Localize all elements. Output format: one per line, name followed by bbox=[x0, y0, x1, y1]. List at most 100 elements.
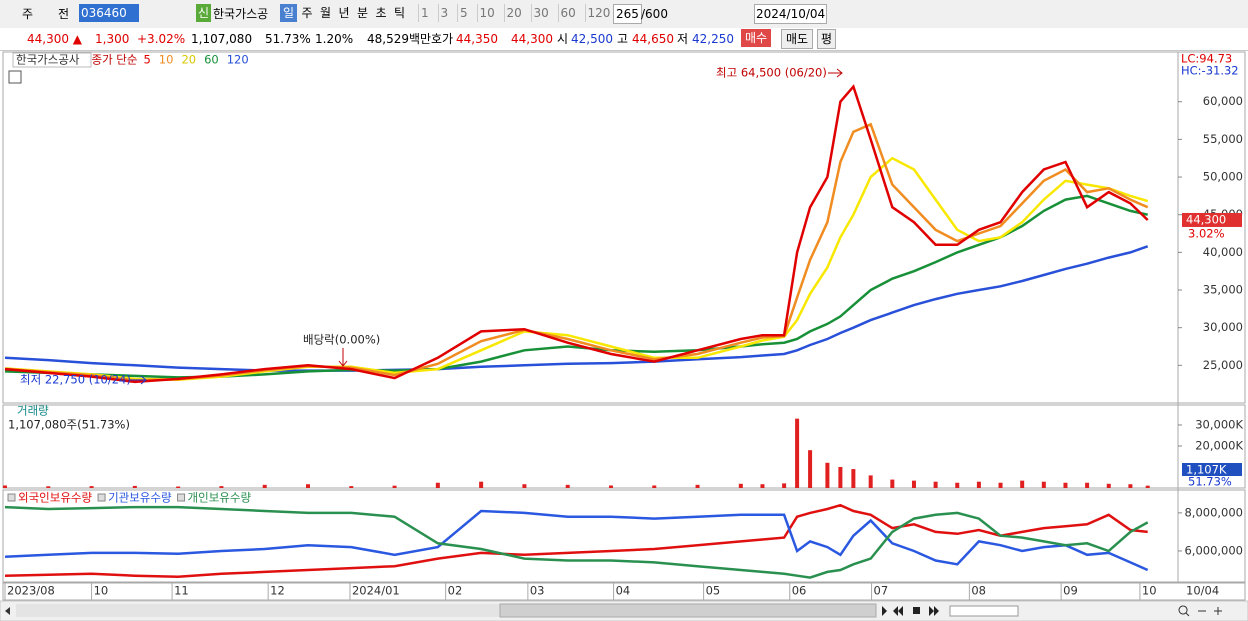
interval-button[interactable]: 120 bbox=[584, 4, 613, 22]
volume-bar bbox=[176, 486, 181, 488]
legend-entry: 기관보유수량 bbox=[108, 491, 172, 505]
volume-bar bbox=[1085, 482, 1090, 488]
scroll-control bbox=[893, 606, 903, 616]
series-line bbox=[4, 503, 1148, 578]
last-volume-label: 1,107K bbox=[1186, 463, 1227, 477]
quote-field: 1,300 bbox=[95, 32, 130, 46]
scroll-control bbox=[913, 607, 920, 614]
quote-field: 호가 bbox=[431, 32, 454, 46]
volume-bar bbox=[738, 483, 743, 488]
y-tick-label: 55,000 bbox=[1203, 132, 1243, 146]
series-line bbox=[4, 509, 1149, 572]
x-tick-label: 03 bbox=[530, 584, 545, 598]
date-input[interactable]: 2024/10/04 bbox=[754, 4, 828, 24]
volume-bar bbox=[825, 462, 830, 488]
legend-entry: 120 bbox=[227, 53, 249, 67]
volume-bar bbox=[795, 418, 800, 488]
x-tick-label: 06 bbox=[792, 584, 807, 598]
scroll-left bbox=[5, 607, 10, 615]
series-line bbox=[4, 505, 1149, 579]
quote-field: 시 bbox=[557, 32, 569, 46]
series-line bbox=[4, 245, 1149, 372]
volume-bar bbox=[3, 485, 7, 488]
period-button[interactable]: 일 bbox=[280, 4, 298, 22]
x-tick-label: 2023/08 bbox=[7, 584, 55, 598]
x-tick-label: 02 bbox=[448, 584, 463, 598]
volume-bar bbox=[305, 484, 310, 488]
y-tick-label: 30,000K bbox=[1195, 417, 1243, 431]
interval-button[interactable]: 3 bbox=[437, 4, 451, 22]
volume-bar bbox=[1041, 481, 1046, 488]
interval-button[interactable]: 20 bbox=[503, 4, 524, 22]
credit-badge: 신 bbox=[196, 4, 212, 22]
panel-frame bbox=[2, 404, 1246, 489]
last-price-box bbox=[1182, 212, 1242, 227]
y-tick-label: 35,000 bbox=[1203, 283, 1243, 297]
volume-bar bbox=[1020, 480, 1025, 488]
buy-button[interactable]: 매수 bbox=[741, 29, 772, 47]
interval-button[interactable]: 5 bbox=[457, 4, 470, 22]
count-max: /600 bbox=[641, 7, 668, 21]
annotation-arrow bbox=[338, 348, 348, 367]
interval-button[interactable]: 1 bbox=[418, 4, 431, 22]
volume-bar bbox=[868, 475, 873, 488]
interval-button[interactable]: 10 bbox=[476, 4, 497, 22]
legend-title: 한국가스공사 bbox=[16, 53, 80, 67]
period-button[interactable]: 년 bbox=[338, 6, 350, 20]
stock-name: 한국가스공 bbox=[213, 7, 269, 21]
series-line bbox=[4, 194, 1148, 379]
volume-bar bbox=[998, 482, 1003, 488]
legend-entry: 개인보유수량 bbox=[188, 491, 252, 505]
quote-bar: 44,300 ▲ 1,300 +3.02% 1,107,080 51.73% 1.20% 4… bbox=[0, 28, 1248, 51]
y-tick-label: 50,000 bbox=[1203, 170, 1243, 184]
volume-bar bbox=[911, 480, 916, 488]
x-end-label: 10/04 bbox=[1186, 584, 1219, 598]
toolbar: 주 전 036460 신 한국가스공 일 주 월 년 분 초 틱 1 3 5 10 20 30 60 120 265/6… bbox=[0, 0, 1248, 29]
volume-bar bbox=[933, 481, 938, 488]
volume-bar bbox=[976, 481, 981, 488]
count-input[interactable]: 265 bbox=[613, 4, 642, 24]
volume-bar bbox=[838, 466, 843, 488]
legend-swatch bbox=[7, 493, 16, 502]
volume-bar bbox=[479, 481, 484, 488]
code-input[interactable]: 036460 bbox=[79, 4, 139, 22]
sell-button[interactable]: 매도 bbox=[781, 29, 814, 49]
volume-subtitle: 1,107,080주(51.73%) bbox=[8, 418, 130, 432]
avg-button[interactable]: 평 bbox=[817, 29, 837, 49]
legend-entry: 60 bbox=[204, 53, 219, 67]
period-button[interactable]: 월 bbox=[320, 6, 332, 20]
volume-bar bbox=[349, 486, 354, 488]
legend-entry: 외국인보유수량 bbox=[18, 491, 92, 505]
panel-frame bbox=[2, 51, 1246, 404]
hc-label: HC:-31.32 bbox=[1181, 64, 1239, 78]
volume-bar bbox=[652, 485, 657, 488]
y-tick-label: 20,000K bbox=[1195, 438, 1243, 452]
interval-button[interactable]: 60 bbox=[557, 4, 578, 22]
x-tick-label: 11 bbox=[174, 584, 189, 598]
legend-entry: 20 bbox=[181, 53, 196, 67]
period-button[interactable]: 분 bbox=[357, 6, 369, 20]
quote-field: 저 bbox=[677, 32, 689, 46]
volume-bar bbox=[808, 450, 813, 488]
y-tick-label: 6,000,000 bbox=[1184, 543, 1243, 557]
volume-bar bbox=[608, 485, 613, 488]
period-button[interactable]: 초 bbox=[375, 6, 387, 20]
x-tick-label: 10 bbox=[94, 584, 109, 598]
period-button[interactable]: 틱 bbox=[394, 6, 406, 20]
scroll-control bbox=[882, 606, 887, 616]
prev-button[interactable]: 전 bbox=[58, 7, 70, 21]
volume-bar bbox=[435, 482, 440, 488]
x-tick-label: 08 bbox=[971, 584, 986, 598]
volume-bar bbox=[132, 485, 137, 488]
series-line bbox=[4, 84, 1149, 384]
interval-button[interactable]: 30 bbox=[530, 4, 551, 22]
volume-bar bbox=[890, 479, 895, 488]
x-tick-label: 07 bbox=[874, 584, 889, 598]
volume-bar bbox=[1145, 485, 1150, 488]
period-button[interactable]: 주 bbox=[301, 6, 313, 20]
market-select[interactable]: 주 bbox=[22, 7, 34, 21]
y-tick-label: 60,000 bbox=[1203, 94, 1243, 108]
y-tick-label: 8,000,000 bbox=[1184, 505, 1243, 519]
